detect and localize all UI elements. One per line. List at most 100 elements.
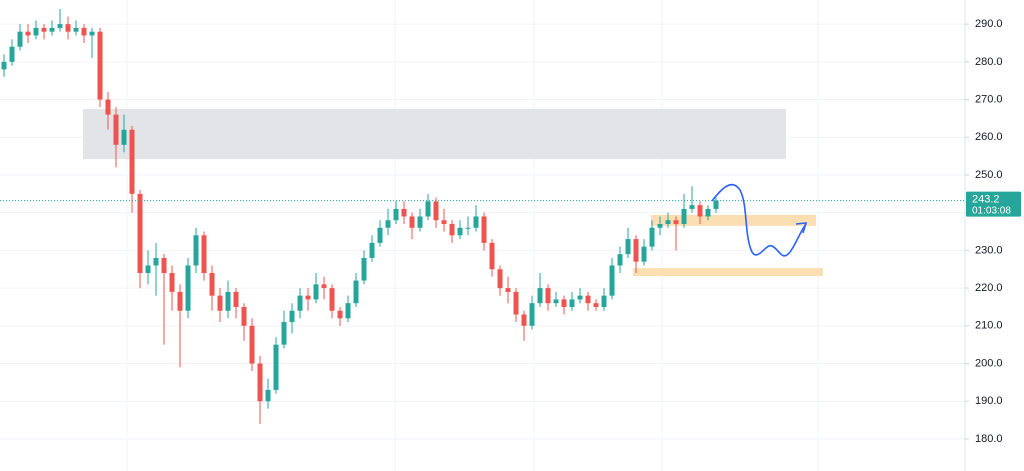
candle-body bbox=[473, 216, 479, 228]
candle-body bbox=[353, 280, 359, 304]
candle-body bbox=[553, 299, 559, 304]
candle-body bbox=[361, 257, 367, 281]
candle-body bbox=[249, 325, 255, 364]
candle-body bbox=[497, 269, 503, 289]
candle-body bbox=[529, 303, 535, 326]
candle-body bbox=[417, 216, 423, 228]
y-axis: 180.0190.0200.0210.0220.0230.0240.0250.0… bbox=[965, 18, 1003, 445]
y-tick-label: 230.0 bbox=[975, 244, 1003, 256]
candle-body bbox=[161, 257, 167, 274]
candle-body bbox=[345, 303, 351, 319]
y-tick-label: 250.0 bbox=[975, 169, 1003, 181]
candle-body bbox=[153, 257, 159, 266]
y-tick-label: 270.0 bbox=[975, 93, 1003, 105]
candle-body bbox=[657, 223, 663, 228]
candle-body bbox=[585, 295, 591, 304]
candle-body bbox=[97, 31, 103, 100]
zones bbox=[83, 108, 823, 277]
candle-body bbox=[425, 201, 431, 217]
candle-body bbox=[9, 46, 15, 62]
y-tick-label: 220.0 bbox=[975, 282, 1003, 294]
candle-body bbox=[545, 288, 551, 304]
candle-body bbox=[713, 200, 719, 209]
candle-body bbox=[665, 220, 671, 224]
y-tick-label: 210.0 bbox=[975, 320, 1003, 332]
candle-body bbox=[209, 273, 215, 296]
y-tick-label: 200.0 bbox=[975, 357, 1003, 369]
candle-body bbox=[169, 273, 175, 292]
candle-body bbox=[673, 220, 679, 224]
candle-body bbox=[457, 227, 463, 236]
countdown: 01:03:08 bbox=[972, 205, 1011, 216]
candle-body bbox=[633, 239, 639, 262]
candle-body bbox=[337, 310, 343, 319]
candle-body bbox=[241, 306, 247, 326]
candle-body bbox=[465, 227, 471, 229]
candle-body bbox=[105, 99, 111, 115]
y-tick-label: 190.0 bbox=[975, 395, 1003, 407]
candle-body bbox=[697, 205, 703, 217]
candle-body bbox=[433, 201, 439, 221]
candle-body bbox=[201, 235, 207, 274]
candle-body bbox=[377, 227, 383, 243]
candle-body bbox=[289, 310, 295, 323]
candle-body bbox=[521, 314, 527, 326]
candle-body bbox=[185, 265, 191, 311]
candle-body bbox=[273, 344, 279, 390]
candle-body bbox=[57, 24, 63, 28]
candle-body bbox=[65, 24, 71, 32]
candle-body bbox=[113, 114, 119, 145]
candle-body bbox=[409, 216, 415, 228]
candle-body bbox=[49, 27, 55, 32]
zone bbox=[651, 214, 816, 226]
candle-body bbox=[705, 208, 711, 217]
candle-body bbox=[129, 129, 135, 194]
candle-body bbox=[569, 299, 575, 307]
candle-body bbox=[305, 295, 311, 300]
candle-body bbox=[25, 31, 31, 36]
candle-body bbox=[617, 254, 623, 266]
candle-body bbox=[1, 61, 7, 70]
drawn-arrowhead bbox=[795, 222, 808, 234]
drawn-path bbox=[711, 183, 807, 257]
candle-body bbox=[481, 216, 487, 243]
candle-body bbox=[145, 265, 151, 274]
y-tick-label: 290.0 bbox=[975, 18, 1003, 30]
candle-body bbox=[137, 193, 143, 274]
candle-body bbox=[321, 284, 327, 289]
candle-body bbox=[217, 295, 223, 311]
candle-body bbox=[121, 129, 127, 145]
candle-body bbox=[649, 227, 655, 247]
candle-body bbox=[681, 208, 687, 224]
zone bbox=[633, 268, 823, 277]
candle-body bbox=[489, 242, 495, 270]
candle-body bbox=[537, 288, 543, 304]
candle-body bbox=[33, 27, 39, 36]
candle-body bbox=[625, 239, 631, 255]
y-tick-label: 180.0 bbox=[975, 433, 1003, 445]
candle-body bbox=[313, 284, 319, 300]
candle-body bbox=[561, 299, 567, 307]
candle-body bbox=[513, 291, 519, 315]
candle-body bbox=[177, 291, 183, 311]
candle-body bbox=[641, 246, 647, 262]
candle-body bbox=[41, 27, 47, 32]
candle-body bbox=[225, 291, 231, 311]
price-tag bbox=[966, 191, 1021, 217]
candle-body bbox=[17, 31, 23, 47]
candle-body bbox=[81, 27, 87, 36]
candle-body bbox=[609, 265, 615, 296]
candle-body bbox=[193, 235, 199, 266]
candle-body bbox=[265, 389, 271, 402]
candle-body bbox=[281, 322, 287, 345]
candles bbox=[1, 9, 719, 424]
candle-body bbox=[505, 288, 511, 292]
zone bbox=[83, 108, 786, 160]
candle-body bbox=[689, 205, 695, 209]
y-tick-label: 280.0 bbox=[975, 56, 1003, 68]
candle-body bbox=[329, 288, 335, 311]
candle-body bbox=[449, 223, 455, 236]
candle-body bbox=[601, 295, 607, 307]
price-label: 243.2 bbox=[972, 194, 1000, 206]
